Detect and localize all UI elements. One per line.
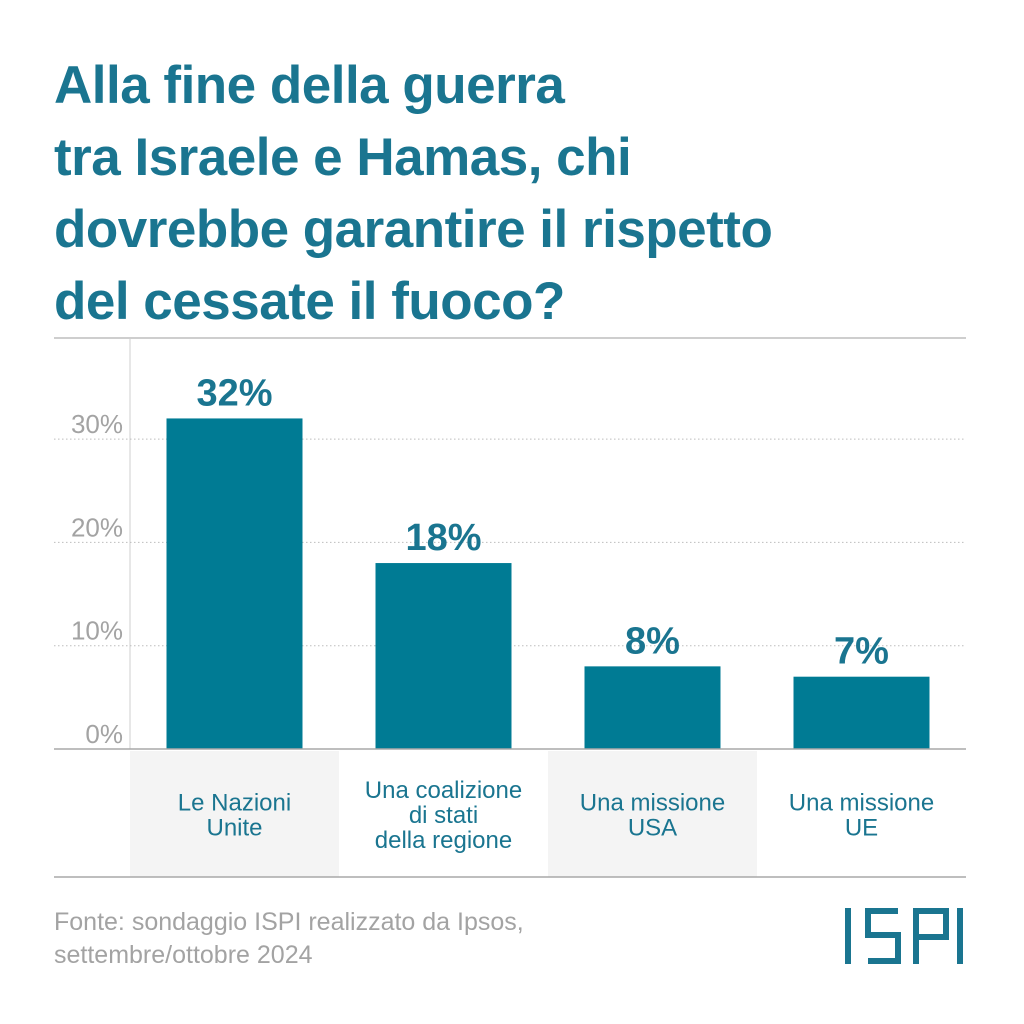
title-line: Alla fine della guerra: [54, 56, 565, 115]
y-tick-label: 10%: [71, 616, 123, 646]
bar-value-label: 8%: [625, 620, 680, 662]
source-line: Fonte: sondaggio ISPI realizzato da Ipso…: [54, 908, 524, 936]
title-line: del cessate il fuoco?: [54, 272, 565, 331]
bar: [166, 418, 303, 749]
category-label-line: Una missione: [789, 790, 934, 817]
category-label-line: USA: [628, 815, 677, 842]
bar: [793, 676, 930, 749]
source-line: settembre/ottobre 2024: [54, 941, 313, 969]
y-tick-label: 30%: [71, 409, 123, 439]
chart-title: Alla fine della guerra tra Israele e Ham…: [54, 50, 994, 338]
category-label: Una coalizione di stati della regione: [365, 777, 522, 854]
title-line: tra Israele e Hamas, chi: [54, 128, 632, 187]
bar: [375, 563, 512, 749]
category-label: Una missione UE: [789, 790, 934, 842]
category-label-line: UE: [845, 815, 878, 842]
category-label-line: della regione: [375, 827, 512, 854]
category-label-line: Unite: [206, 815, 262, 842]
bar-value-label: 7%: [834, 631, 889, 673]
y-tick-label: 0%: [85, 719, 123, 749]
category-band: [548, 751, 757, 877]
category-label-line: di stati: [409, 802, 478, 829]
category-band: [130, 751, 339, 877]
bar-value-label: 32%: [196, 372, 272, 414]
title-line: dovrebbe garantire il rispetto: [54, 200, 773, 259]
bar: [584, 666, 721, 749]
bar-value-label: 18%: [405, 517, 481, 559]
category-label-line: Una missione: [580, 790, 725, 817]
bar-chart: 0% 10% 20% 30% 32% 18% 8% 7% Le Nazioni Unite Una …: [54, 337, 966, 878]
category-label: Una missione USA: [580, 790, 725, 842]
category-label-line: Le Nazioni: [178, 790, 291, 817]
source-note: Fonte: sondaggio ISPI realizzato da Ipso…: [54, 906, 524, 972]
ispi-logo: [845, 908, 963, 964]
category-label-line: Una coalizione: [365, 777, 522, 804]
y-tick-label: 20%: [71, 512, 123, 542]
category-label: Le Nazioni Unite: [178, 790, 291, 842]
